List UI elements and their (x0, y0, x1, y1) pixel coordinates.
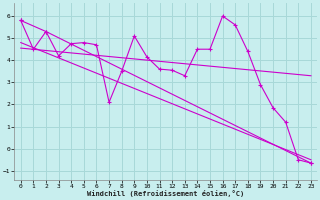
X-axis label: Windchill (Refroidissement éolien,°C): Windchill (Refroidissement éolien,°C) (87, 190, 244, 197)
